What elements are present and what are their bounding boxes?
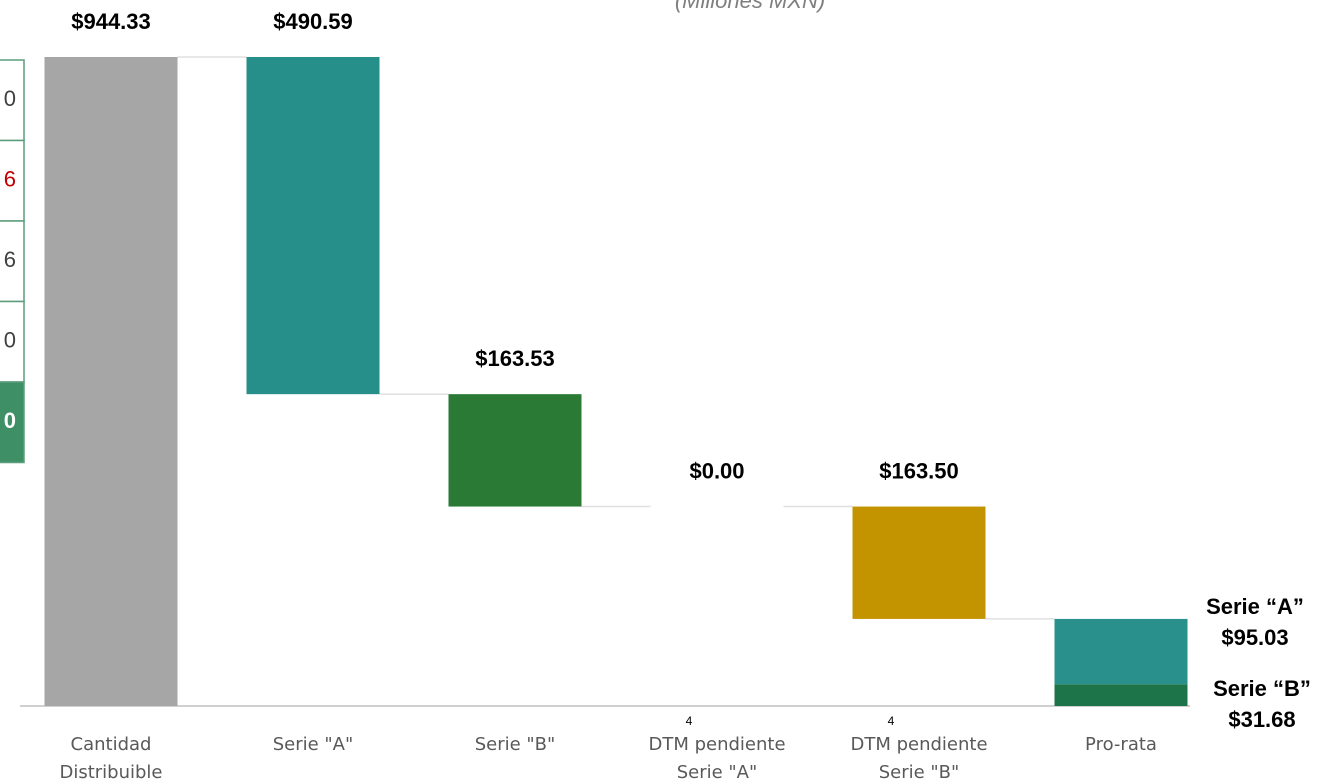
bar [448,394,582,507]
table-cell [0,300,25,383]
legend-label: Serie “A” [1206,594,1304,619]
table-value: 0 [4,328,16,353]
value-label: $0.00 [689,458,744,483]
value-label: $95.03 [1221,625,1288,650]
table-cell [0,381,25,464]
value-label: $163.50 [879,458,959,483]
value-label: $490.59 [273,9,353,34]
legend-label: Serie “B” [1213,676,1311,701]
value-label: $31.68 [1228,707,1295,732]
x-tick-label: Cantidad Distribuible [59,734,162,783]
value-label: $163.53 [475,346,555,371]
bar [44,57,178,706]
table-value: 6 [4,247,16,272]
x-tick-label: Serie "B" [475,734,556,755]
bar-segment [1054,684,1188,706]
footnote-marker: 4 [888,714,895,728]
bar-segment [1054,618,1188,685]
table-value: 6 [4,167,16,192]
table-value: 0 [4,408,16,433]
bar [246,57,380,395]
chart-title: (Millones MXN) [675,0,825,13]
value-label: $944.33 [71,9,151,34]
x-tick-label: DTM pendiente Serie "B" [850,734,987,783]
table-cell [0,59,25,142]
x-tick-label: DTM pendiente Serie "A" [648,734,785,783]
bar [852,506,986,619]
footnote-marker: 4 [686,714,693,728]
x-tick-label: Serie "A" [273,734,354,755]
x-tick-label: Pro-rata [1085,734,1157,755]
table-value: 0 [4,86,16,111]
